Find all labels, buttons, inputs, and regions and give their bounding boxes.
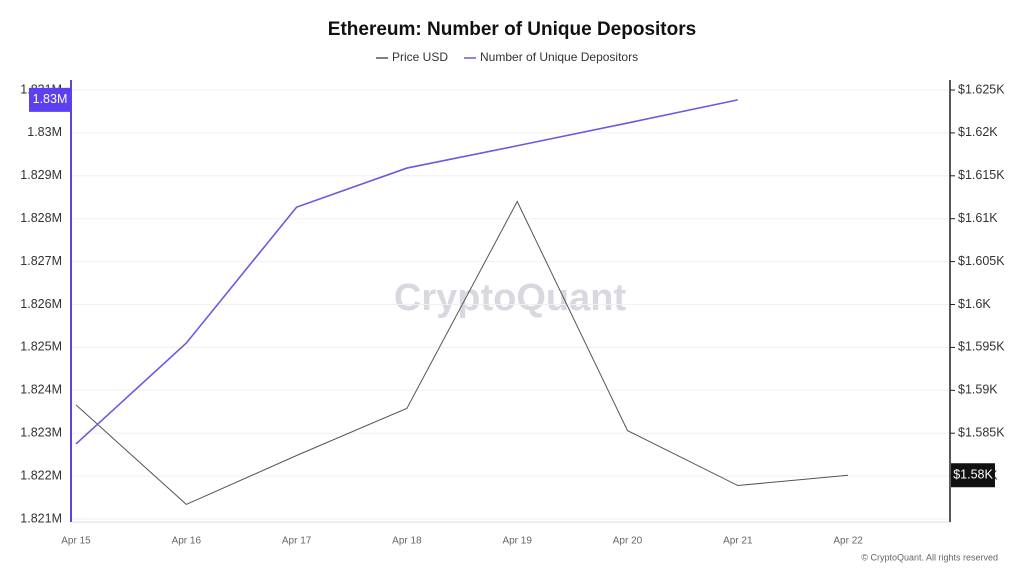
x-tick-label: Apr 20: [613, 536, 643, 547]
watermark: CryptoQuant: [394, 277, 627, 319]
y2-tick-label: $1.605K: [958, 254, 1005, 268]
y2-tick-label: $1.62K: [958, 125, 998, 139]
x-tick-label: Apr 17: [282, 536, 312, 547]
value-label: $1.58K: [953, 468, 993, 482]
y2-tick-label: $1.595K: [958, 340, 1005, 354]
footer: © CryptoQuant. All rights reserved: [861, 552, 998, 562]
y-tick-label: 1.83M: [27, 125, 62, 139]
y-tick-label: 1.822M: [20, 468, 62, 482]
y-tick-label: 1.827M: [20, 254, 62, 268]
x-tick-label: Apr 15: [61, 536, 91, 547]
y2-tick-label: $1.615K: [958, 168, 1005, 182]
y-tick-label: 1.828M: [20, 211, 62, 225]
x-tick-label: Apr 19: [502, 536, 532, 547]
chart-title: Ethereum: Number of Unique Depositors: [328, 19, 696, 40]
x-tick-label: Apr 21: [723, 536, 753, 547]
y-tick-label: 1.824M: [20, 383, 62, 397]
legend-label: Price USD: [392, 50, 448, 64]
value-label: 1.83M: [33, 92, 68, 106]
y2-tick-label: $1.59K: [958, 383, 998, 397]
y2-tick-label: $1.625K: [958, 82, 1005, 96]
x-tick-label: Apr 18: [392, 536, 422, 547]
y2-tick-label: $1.585K: [958, 425, 1005, 439]
y2-tick-label: $1.61K: [958, 211, 998, 225]
y-tick-label: 1.829M: [20, 168, 62, 182]
y-tick-label: 1.826M: [20, 297, 62, 311]
y-tick-label: 1.825M: [20, 340, 62, 354]
x-tick-label: Apr 22: [833, 536, 863, 547]
y2-tick-label: $1.6K: [958, 297, 991, 311]
x-tick-label: Apr 16: [172, 536, 202, 547]
series-line: [75, 99, 738, 445]
value-badge: 1.83M: [29, 87, 71, 112]
series-line: [75, 200, 849, 506]
value-badge: $1.58K: [951, 463, 995, 488]
y-tick-label: 1.823M: [20, 425, 62, 439]
legend-label: Number of Unique Depositors: [480, 50, 638, 64]
y-tick-label: 1.821M: [20, 511, 62, 525]
badge-bg: [29, 87, 71, 112]
badge-bg: [951, 463, 995, 488]
